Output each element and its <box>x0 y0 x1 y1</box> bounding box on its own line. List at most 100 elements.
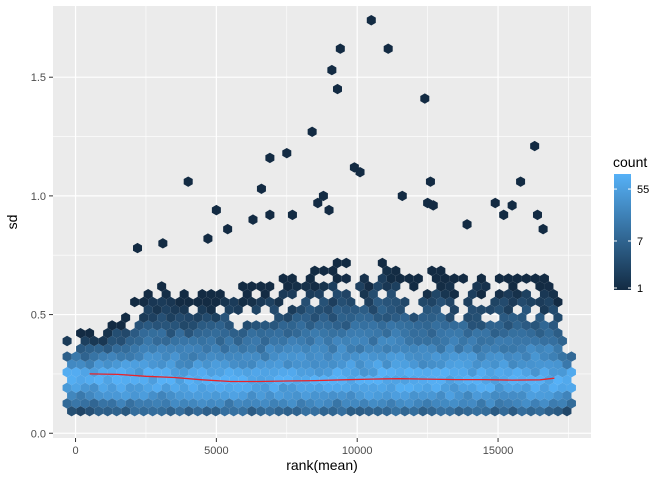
hexbin-cell <box>391 374 401 386</box>
hexbin-cell <box>157 281 167 292</box>
hexbin-cell <box>472 390 482 401</box>
hexbin-cell <box>337 359 347 370</box>
hexbin-cell <box>467 351 477 362</box>
legend-title: count <box>613 154 647 170</box>
hexbin-cell <box>368 367 378 378</box>
hexbin-cell <box>319 343 329 355</box>
hexbin-cell <box>566 382 576 394</box>
hexbin-cell <box>242 367 252 378</box>
hexbin-cell <box>197 382 207 394</box>
hexbin-cell <box>467 304 477 316</box>
hexbin-cell <box>490 296 500 308</box>
hexbin-cell <box>134 398 144 409</box>
hexbin-cell <box>476 398 486 409</box>
hexbin-cell <box>179 398 189 409</box>
hexbin-cell <box>283 374 293 386</box>
hexbin-cell <box>202 296 212 308</box>
hexbin-cell <box>314 320 324 331</box>
hexbin-cell <box>229 328 239 339</box>
hexbin-cell <box>103 343 113 355</box>
hexbin-cell <box>445 359 455 370</box>
hexbin-cell <box>197 320 207 331</box>
hexbin-cell <box>220 296 230 308</box>
hexbin-cell <box>400 296 410 308</box>
hexbin-cell <box>377 382 387 394</box>
hexbin-cell <box>400 328 410 339</box>
hexbin-cell <box>247 359 257 370</box>
hexbin-cell <box>490 359 500 370</box>
hexbin-cell <box>359 351 369 362</box>
hexbin-cell <box>260 382 270 394</box>
hexbin-cell <box>395 320 405 331</box>
hexbin-cell <box>116 398 126 409</box>
hexbin-cell <box>557 351 567 362</box>
y-tick-label: 0.0 <box>31 428 46 440</box>
hexbin-cell <box>418 374 428 386</box>
hexbin-cell <box>148 312 158 323</box>
hexbin-cell <box>310 328 320 339</box>
hexbin-cell <box>184 328 194 339</box>
hexbin-cell <box>400 359 410 370</box>
hexbin-cell <box>278 320 288 331</box>
hexbin-cell <box>373 312 383 323</box>
hexbin-cell <box>94 343 104 355</box>
x-axis: 0 5000 10000 15000 <box>72 438 513 457</box>
hexbin-cell <box>134 351 144 362</box>
hexbin-cell <box>247 296 257 308</box>
hexbin-cell <box>481 359 491 370</box>
hexbin-cell <box>400 390 410 401</box>
hexbin-cell <box>431 398 441 409</box>
hexbin-cell <box>395 304 405 316</box>
hexbin-cell <box>566 398 576 409</box>
hexbin-cell <box>274 296 284 308</box>
hexbin-outlier <box>265 209 275 221</box>
hexbin-cell <box>485 335 495 347</box>
hexbin-cell <box>386 273 396 284</box>
hexbin-cell <box>103 359 113 370</box>
hexbin-cell <box>184 359 194 370</box>
hexbin-cell <box>413 273 423 284</box>
hexbin-cell <box>445 343 455 355</box>
hexbin-cell <box>175 343 185 355</box>
hexbin-cell <box>476 367 486 378</box>
hexbin-cell <box>130 296 140 308</box>
hexbin-cell <box>103 390 113 401</box>
hexbin-cell <box>332 335 342 347</box>
hexbin-cell <box>377 304 387 316</box>
hexbin-cell <box>310 343 320 355</box>
hexbin-cell <box>251 398 261 409</box>
hexbin-cell <box>247 281 257 292</box>
hexbin-cell <box>386 289 396 300</box>
hexbin-cell <box>341 289 351 300</box>
hexbin-cell <box>238 281 248 292</box>
hexbin-cell <box>337 343 347 355</box>
hexbin-cell <box>454 406 464 417</box>
hexbin-cell <box>80 398 90 409</box>
hexbin-cell <box>301 374 311 386</box>
hexbin-cell <box>431 351 441 362</box>
hexbin-cell <box>535 359 545 370</box>
hexbin-cell <box>67 374 77 386</box>
hexbin-cell <box>454 390 464 401</box>
hexbin-cell <box>265 328 275 339</box>
hexbin-cell <box>526 359 536 370</box>
hexbin-cell <box>121 312 131 323</box>
hexbin-cell <box>256 296 266 308</box>
hexbin-cell <box>391 281 401 292</box>
hexbin-cell <box>413 320 423 331</box>
hexbin-cell <box>485 320 495 331</box>
hexbin-cell <box>296 382 306 394</box>
hexbin-cell <box>373 296 383 308</box>
hexbin-cell <box>517 312 527 323</box>
hexbin-cell <box>557 382 567 394</box>
hexbin-cell <box>521 273 531 284</box>
hexbin-cell <box>395 335 405 347</box>
hexbin-cell <box>530 367 540 378</box>
hexbin-cell <box>125 382 135 394</box>
hexbin-outlier <box>211 204 221 216</box>
hexbin-cell <box>409 343 419 355</box>
hexbin-cell <box>427 359 437 370</box>
hexbin-cell <box>391 390 401 401</box>
legend-label: 7 <box>637 236 643 248</box>
hexbin-cell <box>467 382 477 394</box>
